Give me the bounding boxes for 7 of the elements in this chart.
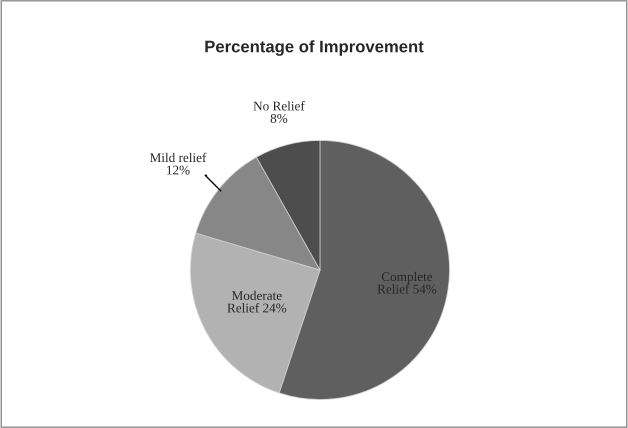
chart-title: Percentage of Improvement [205,40,424,56]
slice-label: Mild relief [150,152,206,162]
slice-label: Moderate Relief 24% [227,290,286,313]
data-label: 12% [167,166,190,175]
data-label: 8% [270,114,288,123]
slice-label: No Relief [253,101,305,110]
slice-label: Complete Relief 54% [377,272,436,294]
